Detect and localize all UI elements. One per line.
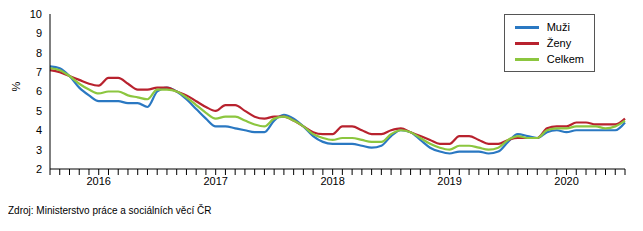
svg-text:2019: 2019	[437, 175, 461, 187]
svg-text:6: 6	[36, 85, 42, 97]
html-text:Celkem: Celkem	[546, 53, 584, 65]
svg-text:9: 9	[36, 27, 42, 39]
svg-text:2018: 2018	[320, 175, 344, 187]
svg-text:5: 5	[36, 105, 42, 117]
html-text:Muži: Muži	[546, 21, 570, 33]
svg-text:2020: 2020	[554, 175, 578, 187]
html-text:Zdroj: Ministerstvo práce a so: Zdroj: Ministerstvo práce a sociálních v…	[8, 205, 212, 216]
svg-text:8: 8	[36, 47, 42, 59]
html-text:Ženy: Ženy	[546, 37, 572, 49]
svg-text:7: 7	[36, 66, 42, 78]
svg-text:3: 3	[36, 144, 42, 156]
svg-text:4: 4	[36, 124, 42, 136]
svg-text:2: 2	[36, 163, 42, 175]
svg-text:2016: 2016	[86, 175, 110, 187]
svg-text:10: 10	[30, 8, 42, 20]
svg-text:2017: 2017	[203, 175, 227, 187]
svg-text:%: %	[10, 82, 22, 92]
